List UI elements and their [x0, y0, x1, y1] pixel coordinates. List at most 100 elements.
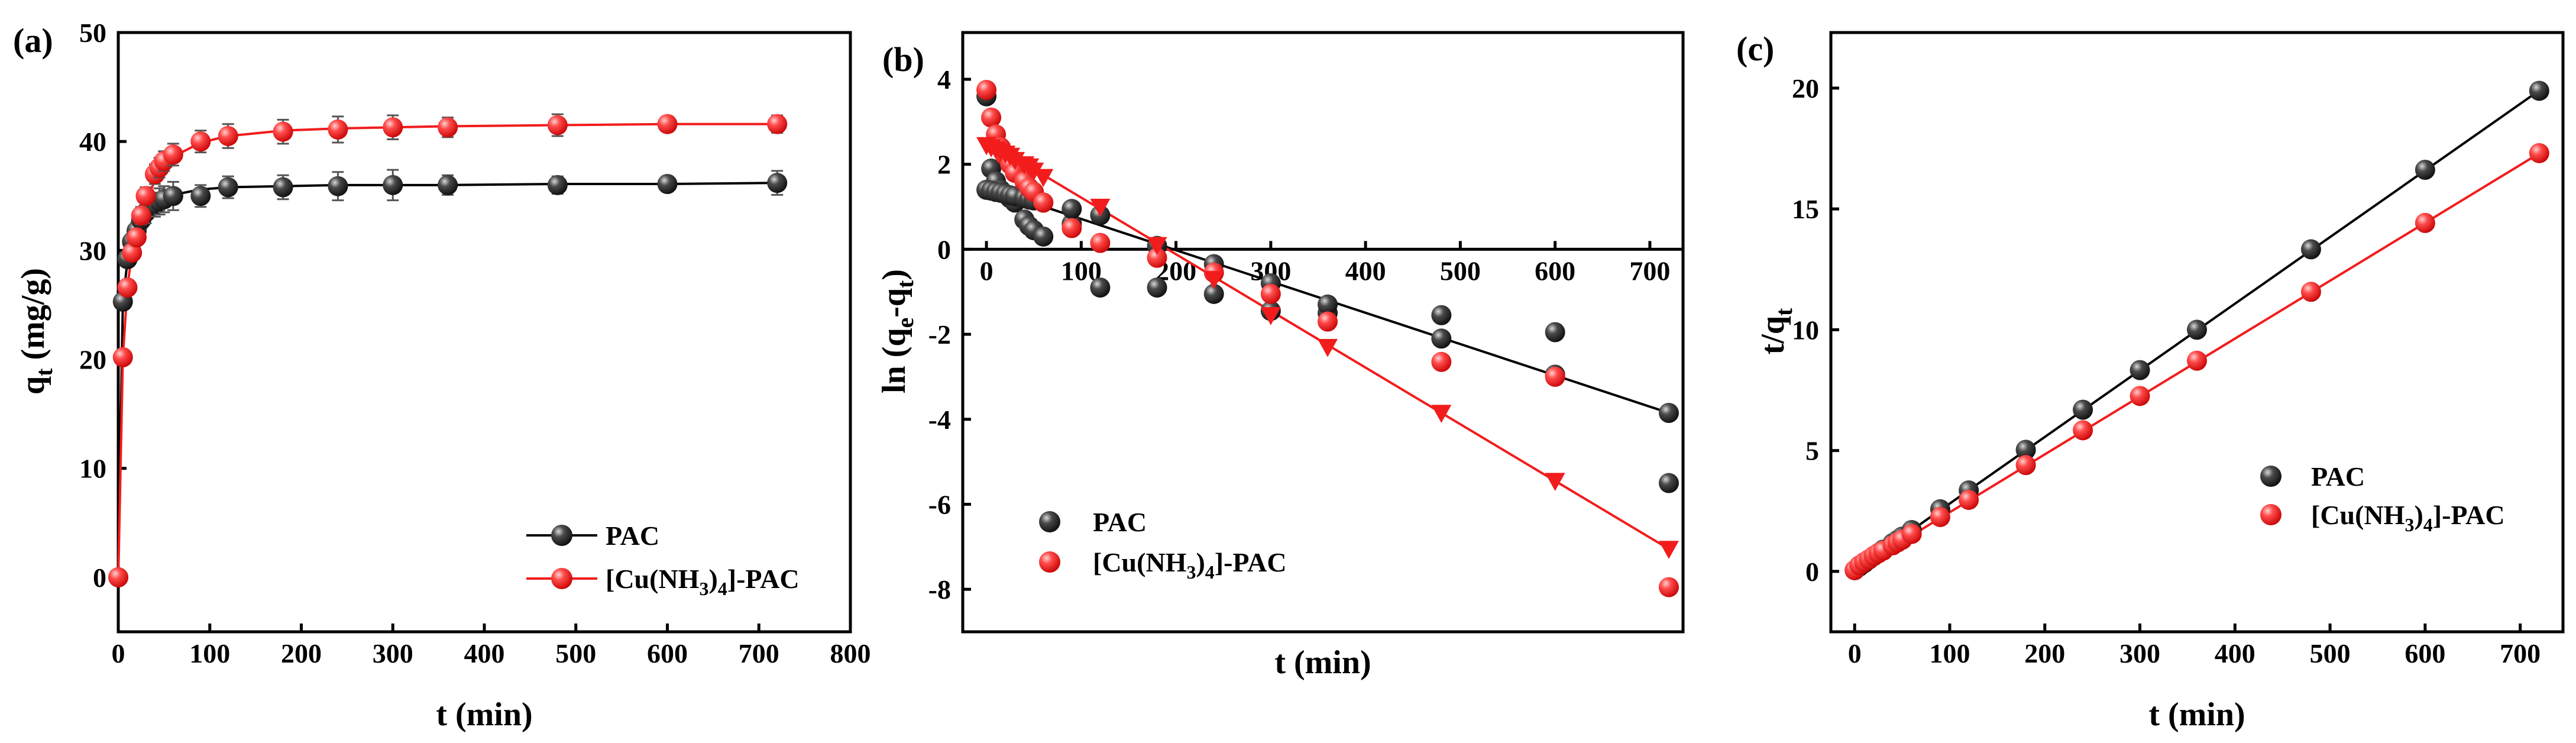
- data-point-2: [981, 107, 1002, 128]
- y-tick-label: 30: [79, 235, 106, 266]
- data-point-0: [767, 173, 788, 193]
- data-point-2: [1033, 192, 1054, 213]
- data-point-0: [2130, 360, 2150, 380]
- data-point-3: [1090, 198, 1111, 217]
- y-tick-label: -4: [928, 405, 951, 435]
- data-point-2: [976, 79, 997, 100]
- panel-c-frame: [1829, 31, 2565, 634]
- data-point-1: [135, 186, 156, 206]
- data-point-0: [2015, 440, 2036, 460]
- data-point-1: [1901, 524, 1922, 544]
- data-point-2: [1658, 577, 1679, 597]
- panel-a-legend: PAC [Cu(NH3)4]-PAC: [526, 521, 800, 599]
- x-tick-label: 400: [1345, 256, 1386, 286]
- x-tick-label: 700: [739, 638, 779, 668]
- data-point-2: [1260, 283, 1281, 304]
- legend-marker-cu: [551, 568, 572, 589]
- x-tick-label: 600: [1535, 256, 1575, 286]
- data-point-1: [1658, 403, 1679, 424]
- data-point-0: [1431, 305, 1452, 325]
- y-tick-label: 20: [79, 345, 106, 375]
- x-tick-label: 800: [830, 638, 871, 668]
- x-tick-label: 400: [464, 638, 505, 668]
- data-point-0: [2529, 80, 2549, 101]
- y-tick-label: -8: [928, 574, 951, 605]
- data-point-3: [1318, 339, 1338, 357]
- legend-label-cu: [Cu(NH3)4]-PAC: [2311, 500, 2505, 535]
- data-point-1: [218, 125, 238, 146]
- y-tick-label: 0: [937, 234, 951, 264]
- panel-a-label: (a): [13, 21, 53, 60]
- x-tick-label: 400: [2215, 638, 2255, 668]
- data-point-1: [383, 117, 403, 138]
- data-point-3: [1545, 473, 1565, 491]
- data-point-1: [328, 119, 348, 140]
- data-point-3: [1203, 271, 1224, 289]
- legend-label-cu: [Cu(NH3)4]-PAC: [1093, 547, 1287, 583]
- x-tick-label: 600: [647, 638, 688, 668]
- data-point-0: [438, 175, 458, 195]
- data-point-1: [2415, 212, 2435, 233]
- panel-b-chart: (b) 0 100 200 300 400 500 600 700 420-2-4-6-8 t…: [876, 31, 1685, 681]
- data-point-1: [2187, 350, 2207, 371]
- x-tick-label: 0: [980, 256, 993, 286]
- y-tick-label: 5: [1805, 436, 1819, 466]
- x-tick-label: 500: [2310, 638, 2351, 668]
- legend-marker-pac: [551, 525, 572, 546]
- data-point-2: [1545, 366, 1565, 387]
- data-point-0: [2187, 319, 2207, 340]
- y-tick-label: 15: [1792, 194, 1819, 224]
- x-tick-label: 500: [555, 638, 596, 668]
- data-point-0: [1545, 322, 1565, 343]
- data-point-3: [1147, 237, 1167, 256]
- y-tick-label: 2: [937, 150, 951, 180]
- data-point-1: [122, 243, 143, 263]
- panel-b-x-axis-title: t (min): [1274, 644, 1371, 681]
- data-point-0: [328, 176, 348, 196]
- legend-label-pac: PAC: [2311, 461, 2365, 492]
- y-tick-label: 50: [79, 18, 106, 48]
- x-tick-label: 200: [281, 638, 322, 668]
- data-point-1: [767, 114, 788, 134]
- data-point-0: [2073, 399, 2093, 420]
- panel-a-x-axis-title: t (min): [436, 696, 532, 733]
- data-point-0: [1658, 473, 1679, 493]
- data-point-2: [1062, 218, 1082, 238]
- data-point-3: [1658, 541, 1679, 559]
- panel-b-y-axis-title: ln (qe-qt): [876, 269, 918, 393]
- data-point-1: [1431, 328, 1452, 349]
- y-tick-label: -6: [928, 489, 951, 519]
- x-tick-label: 300: [373, 638, 413, 668]
- panel-a-frame: [116, 31, 852, 634]
- data-point-3: [1260, 307, 1281, 325]
- data-point-3: [1024, 162, 1044, 181]
- data-point-2: [1090, 232, 1111, 253]
- data-point-0: [1090, 277, 1111, 298]
- data-point-1: [117, 277, 138, 298]
- data-point-1: [1959, 489, 1979, 510]
- legend-label-cu: [Cu(NH3)4]-PAC: [606, 564, 800, 599]
- data-point-1: [273, 121, 293, 142]
- data-point-1: [1318, 294, 1338, 315]
- legend-marker-cu: [2260, 504, 2281, 525]
- data-point-1: [131, 205, 151, 226]
- data-point-2: [1318, 311, 1338, 332]
- data-point-0: [657, 174, 678, 195]
- data-point-0: [1203, 283, 1224, 304]
- data-point-0: [1033, 226, 1054, 247]
- data-point-2: [1431, 351, 1452, 372]
- x-tick-label: 100: [1929, 638, 1970, 668]
- y-tick-label: 20: [1792, 73, 1819, 104]
- panel-c-chart: (c) 0 100 200 300 400 500 600 700 0 5 10 15 20 t (m…: [1736, 30, 2565, 733]
- data-point-0: [2300, 239, 2321, 260]
- y-tick-label: 10: [1792, 315, 1819, 345]
- legend-marker-pac: [2260, 466, 2281, 487]
- x-tick-label: 0: [1848, 638, 1862, 668]
- panel-c-label: (c): [1736, 30, 1774, 68]
- data-point-1: [190, 131, 211, 152]
- data-point-1: [2529, 143, 2549, 163]
- x-tick-label: 100: [189, 638, 230, 668]
- data-point-0: [218, 177, 238, 198]
- data-point-3: [1431, 405, 1452, 424]
